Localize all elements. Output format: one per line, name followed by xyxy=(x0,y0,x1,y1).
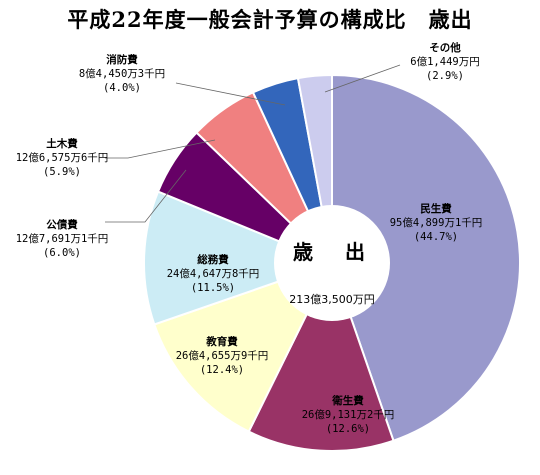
leader-line xyxy=(324,64,401,93)
leader-line xyxy=(175,82,286,106)
pie-slice xyxy=(331,73,521,442)
slice-name-label: 教育費 xyxy=(205,335,238,348)
slice-percent-label: (4.0%) xyxy=(103,82,141,94)
slice-amount-label: 26億4,655万9千円 xyxy=(176,349,269,362)
pie-slice xyxy=(153,261,334,433)
slice-name-label: 民生費 xyxy=(420,202,452,215)
leader-line xyxy=(105,139,216,159)
slice-name-label: 消防費 xyxy=(106,53,138,66)
slice-name-label: 土木費 xyxy=(46,137,78,150)
slice-amount-label: 6億1,449万円 xyxy=(410,55,479,68)
slice-amount-label: 26億9,131万2千円 xyxy=(302,408,395,421)
slice-percent-label: (5.9%) xyxy=(43,166,81,178)
slice-amount-label: 12億6,575万6千円 xyxy=(16,151,109,164)
slice-percent-label: (12.6%) xyxy=(326,423,370,435)
center-title: 歳 出 xyxy=(293,240,371,264)
slice-percent-label: (11.5%) xyxy=(191,282,235,294)
slice-name-label: 公債費 xyxy=(46,218,78,231)
slice-name-label: 総務費 xyxy=(197,253,229,266)
slice-amount-label: 12億7,691万1千円 xyxy=(16,232,109,245)
slice-amount-label: 24億4,647万8千円 xyxy=(167,267,260,280)
chart-title: 平成22年度一般会計予算の構成比 歳出 xyxy=(67,7,473,32)
donut-hole xyxy=(274,205,390,321)
slice-percent-label: (6.0%) xyxy=(43,247,81,259)
slice-amount-label: 8億4,450万3千円 xyxy=(79,67,165,80)
slice-percent-label: (2.9%) xyxy=(426,70,464,82)
slice-amount-label: 95億4,899万1千円 xyxy=(390,216,483,229)
leader-line xyxy=(105,169,187,223)
center-total: 213億3,500万円 xyxy=(289,293,375,306)
slice-name-label: その他 xyxy=(429,41,461,54)
slice-percent-label: (44.7%) xyxy=(414,231,458,243)
pie-slice xyxy=(247,260,395,452)
pie-slice xyxy=(143,190,335,326)
slice-percent-label: (12.4%) xyxy=(200,364,244,376)
slice-name-label: 衛生費 xyxy=(331,394,364,407)
leader-lines xyxy=(105,64,401,223)
